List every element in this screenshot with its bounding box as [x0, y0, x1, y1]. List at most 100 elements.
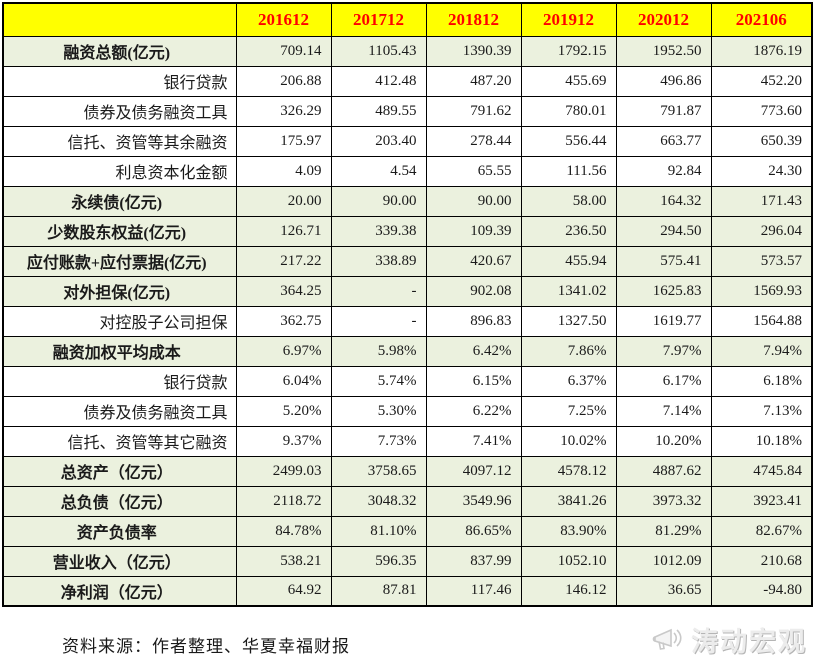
cell-value: 780.01 — [520, 95, 617, 127]
row-label: 净利润（亿元） — [2, 575, 237, 607]
cell-value: 6.15% — [425, 365, 522, 397]
cell-value: 3758.65 — [330, 455, 427, 487]
cell-value: 650.39 — [710, 125, 813, 157]
cell-value: 412.48 — [330, 65, 427, 97]
cell-value: 7.14% — [615, 395, 712, 427]
cell-value: 236.50 — [520, 215, 617, 247]
cell-value: 64.92 — [235, 575, 332, 607]
row-label: 少数股东权益(亿元) — [2, 215, 237, 247]
cell-value: 4.09 — [235, 155, 332, 187]
row-label: 债券及债务融资工具 — [2, 395, 237, 427]
cell-value: 9.37% — [235, 425, 332, 457]
table-row: 银行贷款 206.88 412.48 487.20 455.69 496.86 452.20 — [2, 65, 813, 97]
cell-value: 338.89 — [330, 245, 427, 277]
table-row: 对控股子公司担保 362.75-896.83 1327.50 1619.77 1564.… — [2, 305, 813, 337]
cell-value: 5.30% — [330, 395, 427, 427]
cell-value: 6.18% — [710, 365, 813, 397]
table-row: 融资总额(亿元) 709.14 1105.43 1390.39 1792.15 1952.… — [2, 35, 813, 67]
cell-value: 90.00 — [330, 185, 427, 217]
table-row: 信托、资管等其余融资 175.97 203.40 278.44 556.44 663.77… — [2, 125, 813, 157]
cell-value: 109.39 — [425, 215, 522, 247]
cell-value: 6.42% — [425, 335, 522, 367]
row-label: 信托、资管等其余融资 — [2, 125, 237, 157]
cell-value: 663.77 — [615, 125, 712, 157]
row-label: 银行贷款 — [2, 65, 237, 97]
column-header: 201712 — [330, 2, 427, 37]
cell-value: 206.88 — [235, 65, 332, 97]
cell-value: 452.20 — [710, 65, 813, 97]
watermark: 涛动宏观 — [651, 620, 807, 659]
row-label: 银行贷款 — [2, 365, 237, 397]
row-label: 营业收入（亿元） — [2, 545, 237, 577]
cell-value: 81.29% — [615, 515, 712, 547]
table-row: 利息资本化金额 4.09 4.54 65.55 111.56 92.84 24.30 — [2, 155, 813, 187]
cell-value: 1341.02 — [520, 275, 617, 307]
table-row: 融资加权平均成本 6.97% 5.98% 6.42% 7.86% 7.97% 7.94% — [2, 335, 813, 367]
table-row: 资产负债率 84.78% 81.10% 86.65% 83.90% 81.29% 82.67… — [2, 515, 813, 547]
cell-value: 7.25% — [520, 395, 617, 427]
cell-value: 2118.72 — [235, 485, 332, 517]
cell-value: 773.60 — [710, 95, 813, 127]
row-label: 应付账款+应付票据(亿元) — [2, 245, 237, 277]
cell-value: 10.20% — [615, 425, 712, 457]
row-label: 永续债(亿元) — [2, 185, 237, 217]
cell-value: 709.14 — [235, 35, 332, 67]
cell-value: 5.20% — [235, 395, 332, 427]
cell-value: 364.25 — [235, 275, 332, 307]
cell-value: 175.97 — [235, 125, 332, 157]
cell-value: 5.98% — [330, 335, 427, 367]
row-label: 资产负债率 — [2, 515, 237, 547]
cell-value: 6.37% — [520, 365, 617, 397]
table-row: 总负债（亿元） 2118.72 3048.32 3549.96 3841.26 3973.… — [2, 485, 813, 517]
cell-value: 1876.19 — [710, 35, 813, 67]
row-label: 信托、资管等其它融资 — [2, 425, 237, 457]
table-row: 永续债(亿元) 20.00 90.00 90.00 58.00 164.32 171.43 — [2, 185, 813, 217]
cell-value: 3841.26 — [520, 485, 617, 517]
cell-value: 217.22 — [235, 245, 332, 277]
table-row: 应付账款+应付票据(亿元) 217.22 338.89 420.67 455.94 575… — [2, 245, 813, 277]
cell-value: 575.41 — [615, 245, 712, 277]
cell-value: 7.86% — [520, 335, 617, 367]
cell-value: 1952.50 — [615, 35, 712, 67]
cell-value: 6.97% — [235, 335, 332, 367]
cell-value: - — [330, 275, 427, 307]
cell-value: 489.55 — [330, 95, 427, 127]
cell-value: 6.17% — [615, 365, 712, 397]
cell-value: 791.62 — [425, 95, 522, 127]
row-label: 融资加权平均成本 — [2, 335, 237, 367]
cell-value: 1105.43 — [330, 35, 427, 67]
cell-value: 7.73% — [330, 425, 427, 457]
row-label: 对外担保(亿元) — [2, 275, 237, 307]
cell-value: 1390.39 — [425, 35, 522, 67]
cell-value: 171.43 — [710, 185, 813, 217]
cell-value: 83.90% — [520, 515, 617, 547]
cell-value: 455.69 — [520, 65, 617, 97]
cell-value: 146.12 — [520, 575, 617, 607]
cell-value: 1564.88 — [710, 305, 813, 337]
row-label: 总负债（亿元） — [2, 485, 237, 517]
column-header: 201612 — [235, 2, 332, 37]
table-row: 债券及债务融资工具 5.20% 5.30% 6.22% 7.25% 7.14% 7.13% — [2, 395, 813, 427]
cell-value: 573.57 — [710, 245, 813, 277]
cell-value: 84.78% — [235, 515, 332, 547]
cell-value: 20.00 — [235, 185, 332, 217]
table-row: 营业收入（亿元） 538.21 596.35 837.99 1052.10 1012.09… — [2, 545, 813, 577]
cell-value: 36.65 — [615, 575, 712, 607]
cell-value: 81.10% — [330, 515, 427, 547]
corner-cell — [2, 2, 237, 37]
cell-value: 6.22% — [425, 395, 522, 427]
table-row: 净利润（亿元） 64.92 87.81 117.46 146.12 36.65 -94.80 — [2, 575, 813, 607]
cell-value: 7.41% — [425, 425, 522, 457]
cell-value: 10.02% — [520, 425, 617, 457]
column-header: 202012 — [615, 2, 712, 37]
cell-value: 7.13% — [710, 395, 813, 427]
row-label: 对控股子公司担保 — [2, 305, 237, 337]
cell-value: 5.74% — [330, 365, 427, 397]
cell-value: 87.81 — [330, 575, 427, 607]
financial-table: 201612 201712 201812 201912 202012 202106 融资总… — [2, 2, 813, 607]
cell-value: 4745.84 — [710, 455, 813, 487]
cell-value: 6.04% — [235, 365, 332, 397]
header-row: 201612 201712 201812 201912 202012 202106 — [2, 2, 813, 37]
cell-value: 92.84 — [615, 155, 712, 187]
cell-value: 65.55 — [425, 155, 522, 187]
